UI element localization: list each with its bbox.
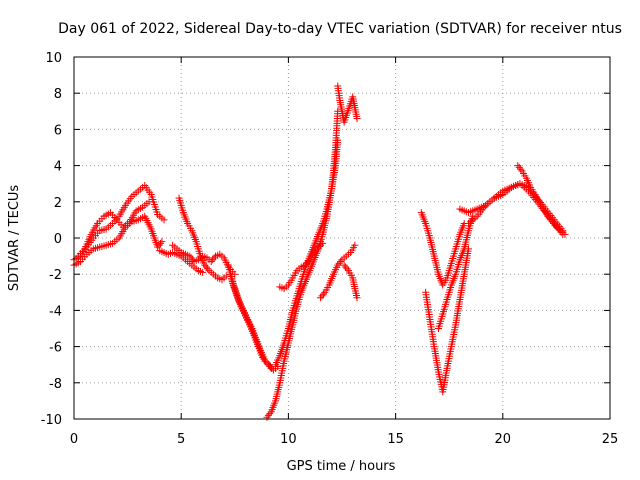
- data-point: [351, 241, 359, 249]
- data-point: [187, 254, 195, 262]
- series-track-b: [70, 212, 166, 269]
- series-track-h: [227, 270, 282, 374]
- x-tick-label: 0: [70, 432, 78, 447]
- data-point: [545, 214, 553, 222]
- x-tick-label: 25: [602, 432, 619, 447]
- data-point: [156, 239, 164, 247]
- data-point: [263, 413, 271, 421]
- data-point: [334, 261, 342, 269]
- y-tick-label: 4: [54, 160, 62, 175]
- x-tick-label: 10: [280, 432, 297, 447]
- series-track-c: [74, 198, 153, 260]
- data-point: [145, 198, 153, 206]
- data-point: [517, 165, 525, 173]
- data-point: [550, 220, 558, 228]
- data-point: [155, 241, 163, 249]
- y-tick-label: -6: [49, 341, 62, 356]
- data-point: [340, 261, 348, 269]
- data-point: [551, 221, 559, 229]
- data-point: [343, 265, 351, 273]
- y-tick-label: -10: [41, 413, 62, 428]
- data-point: [319, 239, 327, 247]
- data-point: [303, 259, 311, 267]
- data-point: [210, 254, 218, 262]
- series-track-e: [175, 194, 230, 284]
- y-tick-label: -4: [49, 304, 62, 319]
- y-tick-label: 10: [45, 51, 62, 66]
- data-point: [199, 268, 207, 276]
- data-point: [158, 238, 166, 246]
- series-track-p: [422, 245, 472, 396]
- data-point: [264, 411, 272, 419]
- data-point: [310, 248, 318, 256]
- data-point: [514, 162, 522, 170]
- series-track-n: [340, 261, 361, 302]
- data-point: [266, 410, 274, 418]
- series-track-l: [317, 241, 359, 302]
- series-track-m: [334, 82, 361, 126]
- y-axis-label: SDTVAR / TECUs: [7, 185, 22, 292]
- data-point: [515, 163, 523, 171]
- data-point: [209, 256, 217, 264]
- data-point: [548, 218, 556, 226]
- series-track-j: [272, 136, 342, 369]
- data-point: [201, 261, 209, 269]
- data-point: [207, 258, 215, 266]
- data-point: [160, 216, 168, 224]
- data-point: [335, 259, 343, 267]
- data-points: [70, 82, 569, 421]
- data-point: [353, 294, 361, 302]
- data-point: [353, 115, 361, 123]
- series-track-s: [464, 180, 567, 238]
- y-tick-label: 2: [54, 196, 62, 211]
- data-point: [544, 212, 552, 220]
- series-track-k: [276, 239, 327, 293]
- y-tick-label: -2: [49, 268, 62, 283]
- chart-title: Day 061 of 2022, Sidereal Day-to-day VTE…: [58, 21, 622, 37]
- series-track-q: [434, 212, 477, 332]
- y-tick-label: 8: [54, 87, 62, 102]
- series-track-f: [156, 247, 207, 276]
- data-point: [334, 136, 342, 144]
- data-point: [304, 258, 312, 266]
- data-point: [317, 294, 325, 302]
- data-point: [547, 216, 555, 224]
- data-point: [342, 263, 350, 271]
- data-point: [204, 265, 212, 273]
- series-track-o: [417, 209, 468, 289]
- data-point: [312, 247, 320, 255]
- x-tick-label: 15: [387, 432, 404, 447]
- x-axis-label: GPS time / hours: [287, 459, 396, 474]
- data-point: [302, 261, 310, 269]
- y-tick-label: 0: [54, 232, 62, 247]
- data-point: [319, 290, 327, 298]
- data-point: [318, 292, 326, 300]
- series-track-t: [514, 162, 569, 238]
- y-tick-label: -8: [49, 377, 62, 392]
- data-point: [265, 361, 273, 369]
- data-point: [267, 363, 275, 371]
- data-point: [186, 252, 194, 260]
- data-point: [337, 258, 345, 266]
- data-point: [154, 243, 162, 251]
- data-point: [202, 263, 210, 271]
- series-track-i: [263, 107, 342, 421]
- x-tick-label: 5: [177, 432, 185, 447]
- data-point: [561, 230, 569, 238]
- y-tick-label: 6: [54, 123, 62, 138]
- x-tick-label: 20: [495, 432, 512, 447]
- data-point: [313, 245, 321, 253]
